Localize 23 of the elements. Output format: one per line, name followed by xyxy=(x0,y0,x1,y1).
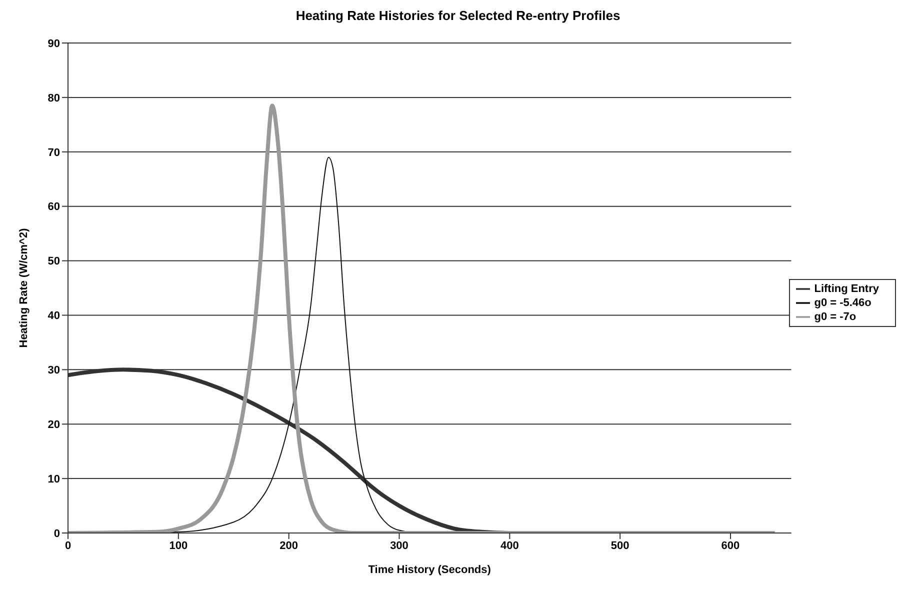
legend-label: g0 = -7o xyxy=(814,310,856,323)
y-tick-label: 80 xyxy=(48,92,60,104)
y-tick-label: 50 xyxy=(48,256,60,268)
legend-label: Lifting Entry xyxy=(814,282,879,295)
y-tick-label: 60 xyxy=(48,201,60,214)
y-tick-label: 40 xyxy=(48,310,60,322)
x-tick-label: 300 xyxy=(390,540,408,552)
x-tick-label: 100 xyxy=(169,540,188,552)
y-tick-label: 30 xyxy=(48,364,60,377)
chart-title: Heating Rate Histories for Selected Re-entry Profiles xyxy=(294,8,622,23)
x-tick-label: 200 xyxy=(280,540,298,552)
x-tick-label: 400 xyxy=(500,540,519,552)
y-tick-label: 0 xyxy=(54,528,60,540)
y-tick-label: 70 xyxy=(48,146,60,159)
y-axis-title: Heating Rate (W/cm^2) xyxy=(18,228,30,348)
y-tick-label: 90 xyxy=(48,38,60,50)
legend-label: g0 = -5.46o xyxy=(814,296,872,309)
x-tick-label: 500 xyxy=(610,540,630,552)
y-tick-label: 10 xyxy=(48,473,60,486)
x-axis-title: Time History (Seconds) xyxy=(368,564,492,576)
x-tick-label: 0 xyxy=(64,540,72,552)
y-tick-label: 20 xyxy=(48,419,60,432)
x-tick-label: 600 xyxy=(721,540,740,552)
